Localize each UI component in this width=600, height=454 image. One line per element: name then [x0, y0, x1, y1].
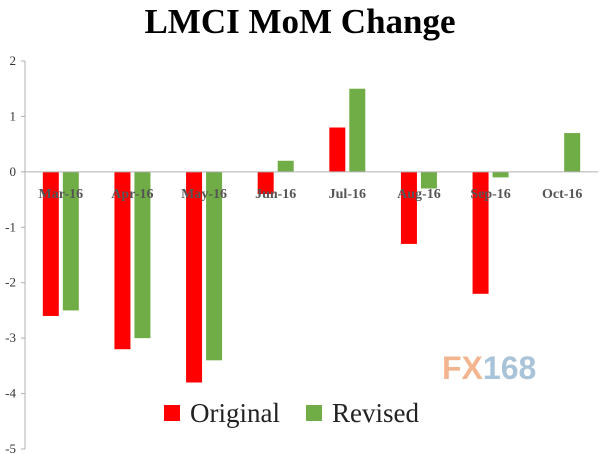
x-tick-label: Aug-16 [397, 187, 441, 202]
legend-label-original: Original [190, 397, 280, 428]
bar-original [186, 171, 203, 383]
legend: Original Revised [164, 395, 445, 431]
bar-revised [206, 171, 223, 361]
y-tick-label: -3 [5, 330, 16, 345]
legend-swatch-original [164, 405, 180, 421]
bar-revised [277, 160, 294, 172]
y-tick-label: 1 [10, 108, 17, 123]
bar-revised [420, 171, 437, 189]
y-tick-label: 2 [10, 53, 17, 68]
y-tick-label: -1 [5, 219, 16, 234]
bar-original [114, 171, 131, 350]
bar-original [400, 171, 417, 244]
y-tick-label: 0 [10, 164, 17, 179]
x-tick-label: Apr-16 [111, 187, 153, 202]
bar-original [472, 171, 489, 294]
x-tick-label: Jun-16 [255, 187, 296, 202]
chart-title: LMCI MoM Change [144, 2, 456, 41]
y-tick-label: -2 [5, 275, 16, 290]
legend-item-revised: Revised [305, 397, 419, 429]
x-tick-label: Oct-16 [542, 187, 582, 202]
bar-original [257, 171, 274, 195]
x-tick-label: Jul-16 [329, 187, 366, 202]
legend-label-revised: Revised [331, 397, 419, 428]
watermark-logo: FX168 [442, 350, 536, 387]
bar-revised [492, 171, 509, 178]
watermark-part-a: FX [442, 350, 483, 386]
bar-revised [134, 171, 151, 339]
legend-swatch-revised [305, 405, 322, 421]
y-tick-label: -4 [5, 386, 16, 401]
bar-original [329, 127, 346, 172]
bar-revised [349, 88, 366, 172]
x-tick-label: Mar-16 [39, 187, 84, 202]
watermark-part-b: 168 [482, 350, 537, 386]
x-tick-label: Sep-16 [470, 187, 510, 202]
legend-item-original: Original [164, 398, 280, 429]
bar-revised [564, 133, 581, 172]
y-tick-label: -5 [5, 441, 16, 454]
x-tick-label: May-16 [181, 187, 227, 202]
bar-revised [62, 171, 79, 311]
bar-original [42, 171, 59, 316]
